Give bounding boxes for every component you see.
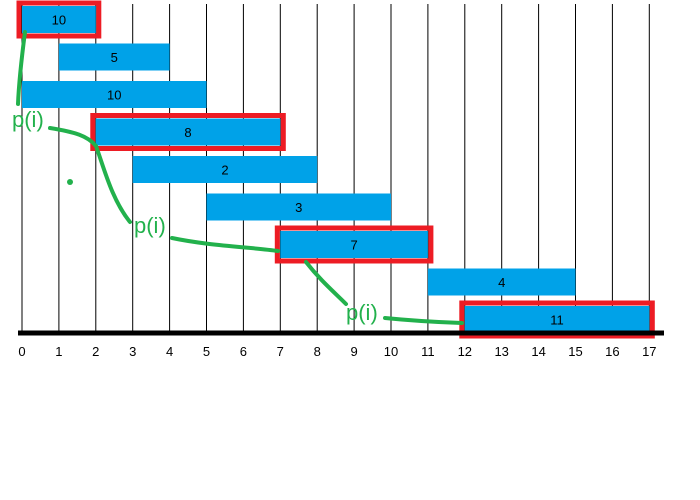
interval-weight-8: 4 [498, 275, 505, 290]
tick-label-10: 10 [384, 344, 398, 359]
interval-bar-2 [58, 43, 170, 71]
p-link-5 [383, 316, 464, 325]
p-link-2 [48, 126, 132, 224]
tick-label-14: 14 [531, 344, 545, 359]
tick-label-3: 3 [129, 344, 136, 359]
tick-label-9: 9 [350, 344, 357, 359]
tick-label-13: 13 [494, 344, 508, 359]
tick-label-4: 4 [166, 344, 173, 359]
interval-bar-9 [464, 306, 650, 333]
interval-weight-1: 10 [52, 13, 66, 28]
stray-dot [67, 179, 73, 185]
interval-bar-8 [427, 268, 576, 296]
tick-label-8: 8 [314, 344, 321, 359]
interval-bar-4 [95, 118, 281, 146]
selected-frame-7 [274, 225, 434, 264]
tick-label-5: 5 [203, 344, 210, 359]
pointer-label-1: p(i) [12, 107, 44, 132]
interval-weight-9: 11 [550, 313, 564, 328]
pointer-label-2: p(i) [134, 213, 166, 238]
tick-label-17: 17 [642, 344, 656, 359]
selected-frame-1 [16, 0, 102, 39]
tick-label-1: 1 [55, 344, 62, 359]
tick-label-11: 11 [421, 344, 435, 359]
tick-label-12: 12 [458, 344, 472, 359]
interval-weight-4: 8 [184, 125, 191, 140]
interval-bar-5 [132, 156, 318, 183]
interval-bar-7 [280, 231, 428, 258]
tick-label-0: 0 [18, 344, 25, 359]
axis-tick-labels: 0 1 2 3 4 5 6 7 8 9 10 11 12 13 14 15 16 17 [18, 344, 656, 359]
interval-bar-3 [22, 81, 207, 108]
interval-weight-7: 7 [350, 238, 357, 253]
interval-weight-6: 3 [295, 200, 302, 215]
tick-label-16: 16 [605, 344, 619, 359]
tick-label-2: 2 [92, 344, 99, 359]
interval-bars: 10 5 10 8 2 3 7 4 11 [16, 0, 655, 339]
predecessor-path [16, 30, 464, 325]
tick-label-7: 7 [277, 344, 284, 359]
tick-label-15: 15 [568, 344, 582, 359]
p-link-3 [170, 236, 280, 253]
p-link-1 [16, 30, 27, 106]
selected-frame-4 [90, 113, 286, 151]
interval-bar-6 [206, 193, 391, 221]
p-link-4 [304, 260, 348, 306]
pointer-labels: p(i) p(i) p(i) [12, 107, 378, 325]
pointer-label-3: p(i) [346, 300, 378, 325]
tick-label-6: 6 [240, 344, 247, 359]
interval-weight-2: 5 [111, 50, 118, 65]
interval-bar-1 [22, 6, 96, 33]
interval-weight-3: 10 [107, 88, 121, 103]
selected-frame-9 [459, 300, 655, 339]
interval-weight-5: 2 [221, 163, 228, 178]
